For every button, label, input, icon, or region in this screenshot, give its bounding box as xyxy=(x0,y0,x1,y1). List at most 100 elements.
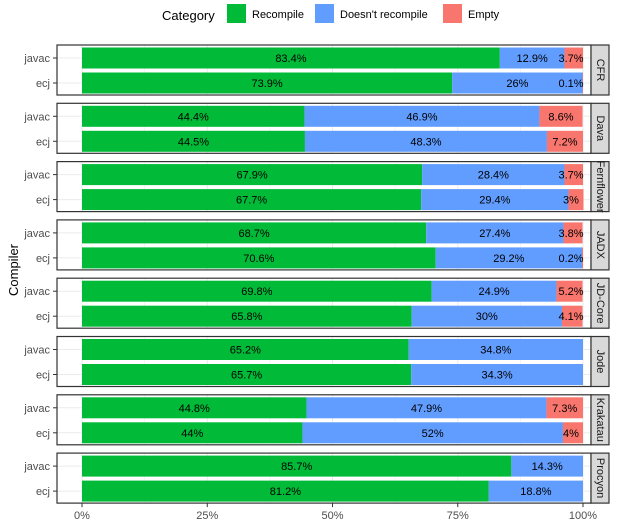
bar-segment-jode-ecj-recompile xyxy=(82,364,412,385)
x-tick-label: 100% xyxy=(569,510,597,522)
facet-krakatau: 44.8% 47.9% 7.3% javac 44% 52% 4% ecj Krakatau xyxy=(23,394,610,446)
facet-label-cfr: CFR xyxy=(594,59,606,82)
bar-label: 65.7% xyxy=(231,370,262,382)
bar-label: 46.9% xyxy=(406,111,437,123)
y-tick-label: javac xyxy=(23,111,50,123)
facet-label-fernflower: Fernflower xyxy=(594,161,606,213)
bar-label: 27.4% xyxy=(479,228,510,240)
bar-label: 34.8% xyxy=(480,345,511,357)
bar-label: 4.1% xyxy=(558,311,583,323)
facet-strip xyxy=(590,219,610,271)
bar-label: 4% xyxy=(563,428,579,440)
legend-label-recompile: Recompile xyxy=(252,9,304,21)
bar-segment-jode-javac-doesn-t-recompile xyxy=(408,339,583,360)
bar-segment-jd-core-ecj-doesn-t-recompile xyxy=(411,305,562,327)
y-tick-label: javac xyxy=(23,53,50,65)
bar-segment-procyon-javac-doesn-t-recompile xyxy=(511,455,583,477)
bar-segment-fernflower-ecj-doesn-t-recompile xyxy=(421,189,569,211)
bar-label: 14.3% xyxy=(532,461,563,473)
bar-segment-jadx-javac-empty xyxy=(563,222,583,244)
facet-strip xyxy=(590,394,610,446)
bar-segment-dava-ecj-recompile xyxy=(82,130,305,152)
bar-segment-procyon-ecj-recompile xyxy=(82,480,489,502)
bar-label: 73.9% xyxy=(252,78,283,90)
legend-swatch-empty xyxy=(443,4,462,23)
bar-label: 44.8% xyxy=(179,403,210,415)
facet-jadx: 68.7% 27.4% 3.8% javac 70.6% 29.2% 0.2% ecj JADX xyxy=(23,219,610,271)
legend: Category Recompile Doesn't recompile Empty xyxy=(162,4,500,23)
bar-segment-fernflower-ecj-empty xyxy=(568,189,584,211)
facet-procyon: 85.7% 14.3% javac 81.2% 18.8% ecj Procyon xyxy=(23,452,610,504)
bar-label: 47.9% xyxy=(411,403,442,415)
facet-strip xyxy=(590,102,610,154)
bar-segment-krakatau-javac-doesn-t-recompile xyxy=(306,397,547,419)
y-tick-label: javac xyxy=(23,228,50,240)
bar-label: 44.4% xyxy=(178,111,209,123)
y-tick-label: javac xyxy=(23,170,50,182)
bar-segment-fernflower-ecj-recompile xyxy=(82,189,422,211)
bar-label: 70.6% xyxy=(243,253,274,265)
legend-swatch-recompile xyxy=(227,4,246,23)
bar-segment-krakatau-javac-recompile xyxy=(82,397,307,419)
bar-label: 48.3% xyxy=(410,136,441,148)
y-tick-label: javac xyxy=(23,461,50,473)
bar-label: 52% xyxy=(422,428,444,440)
facet-label-jd-core: JD-Core xyxy=(594,283,606,324)
bar-segment-jadx-ecj-doesn-t-recompile xyxy=(435,247,582,269)
y-tick-label: ecj xyxy=(36,370,50,382)
bar-label: 34.3% xyxy=(481,370,512,382)
facet-strip xyxy=(590,452,610,504)
bar-segment-jode-javac-recompile xyxy=(82,339,409,360)
bar-label: 68.7% xyxy=(238,228,269,240)
bar-segment-krakatau-ecj-doesn-t-recompile xyxy=(302,422,563,444)
bar-label: 0.1% xyxy=(558,78,583,90)
y-tick-label: javac xyxy=(23,403,50,415)
y-tick-label: ecj xyxy=(36,428,50,440)
bar-label: 12.9% xyxy=(517,53,548,65)
bar-label: 85.7% xyxy=(281,461,312,473)
bar-label: 28.4% xyxy=(478,170,509,182)
bar-segment-cfr-ecj-recompile xyxy=(82,72,453,94)
bar-segment-cfr-javac-empty xyxy=(564,47,583,69)
bar-segment-krakatau-ecj-recompile xyxy=(82,422,303,444)
bar-segment-cfr-javac-recompile xyxy=(82,47,500,69)
bar-label: 30% xyxy=(476,311,498,323)
bar-segment-procyon-javac-recompile xyxy=(82,455,512,477)
x-tick-label: 50% xyxy=(321,510,343,522)
legend-entries: Recompile Doesn't recompile Empty xyxy=(227,4,500,23)
bar-segment-jd-core-javac-doesn-t-recompile xyxy=(431,280,557,302)
bar-segment-fernflower-javac-empty xyxy=(564,164,583,186)
legend-item-doesn-t-recompile: Doesn't recompile xyxy=(315,4,428,23)
bar-segment-procyon-ecj-doesn-t-recompile xyxy=(488,480,583,502)
bar-label: 83.4% xyxy=(275,53,306,65)
bar-label: 26% xyxy=(506,78,528,90)
facet-cfr: 83.4% 12.9% 3.7% javac 73.9% 26% 0.1% ecj CFR xyxy=(23,44,610,96)
bar-segment-jode-ecj-doesn-t-recompile xyxy=(411,364,583,385)
bar-label: 8.6% xyxy=(548,111,573,123)
bar-segment-dava-ecj-empty xyxy=(546,130,583,152)
y-tick-label: ecj xyxy=(36,253,50,265)
facet-fernflower: 67.9% 28.4% 3.7% javac 67.7% 29.4% 3% ecj Fernfl… xyxy=(23,161,610,213)
bar-segment-jd-core-javac-empty xyxy=(556,280,583,302)
y-tick-label: ecj xyxy=(36,311,50,323)
bar-segment-dava-javac-recompile xyxy=(82,105,305,127)
legend-swatch-doesn-t-recompile xyxy=(315,4,334,23)
bar-label: 44% xyxy=(181,428,203,440)
bar-label: 5.2% xyxy=(558,286,583,298)
bar-label: 3% xyxy=(563,195,579,207)
bar-segment-cfr-javac-doesn-t-recompile xyxy=(499,47,565,69)
bar-label: 7.2% xyxy=(552,136,577,148)
x-tick-label: 75% xyxy=(447,510,469,522)
bar-label: 29.2% xyxy=(493,253,524,265)
legend-item-recompile: Recompile xyxy=(227,4,304,23)
bar-label: 69.8% xyxy=(241,286,272,298)
y-tick-label: ecj xyxy=(36,486,50,498)
bar-segment-dava-javac-empty xyxy=(539,105,583,127)
bar-label: 18.8% xyxy=(520,486,551,498)
y-tick-label: javac xyxy=(23,286,50,298)
bar-label: 67.7% xyxy=(236,195,267,207)
y-tick-label: ecj xyxy=(36,195,50,207)
facet-strip xyxy=(590,161,610,213)
bar-segment-jadx-javac-doesn-t-recompile xyxy=(426,222,564,244)
bar-label: 7.3% xyxy=(552,403,577,415)
